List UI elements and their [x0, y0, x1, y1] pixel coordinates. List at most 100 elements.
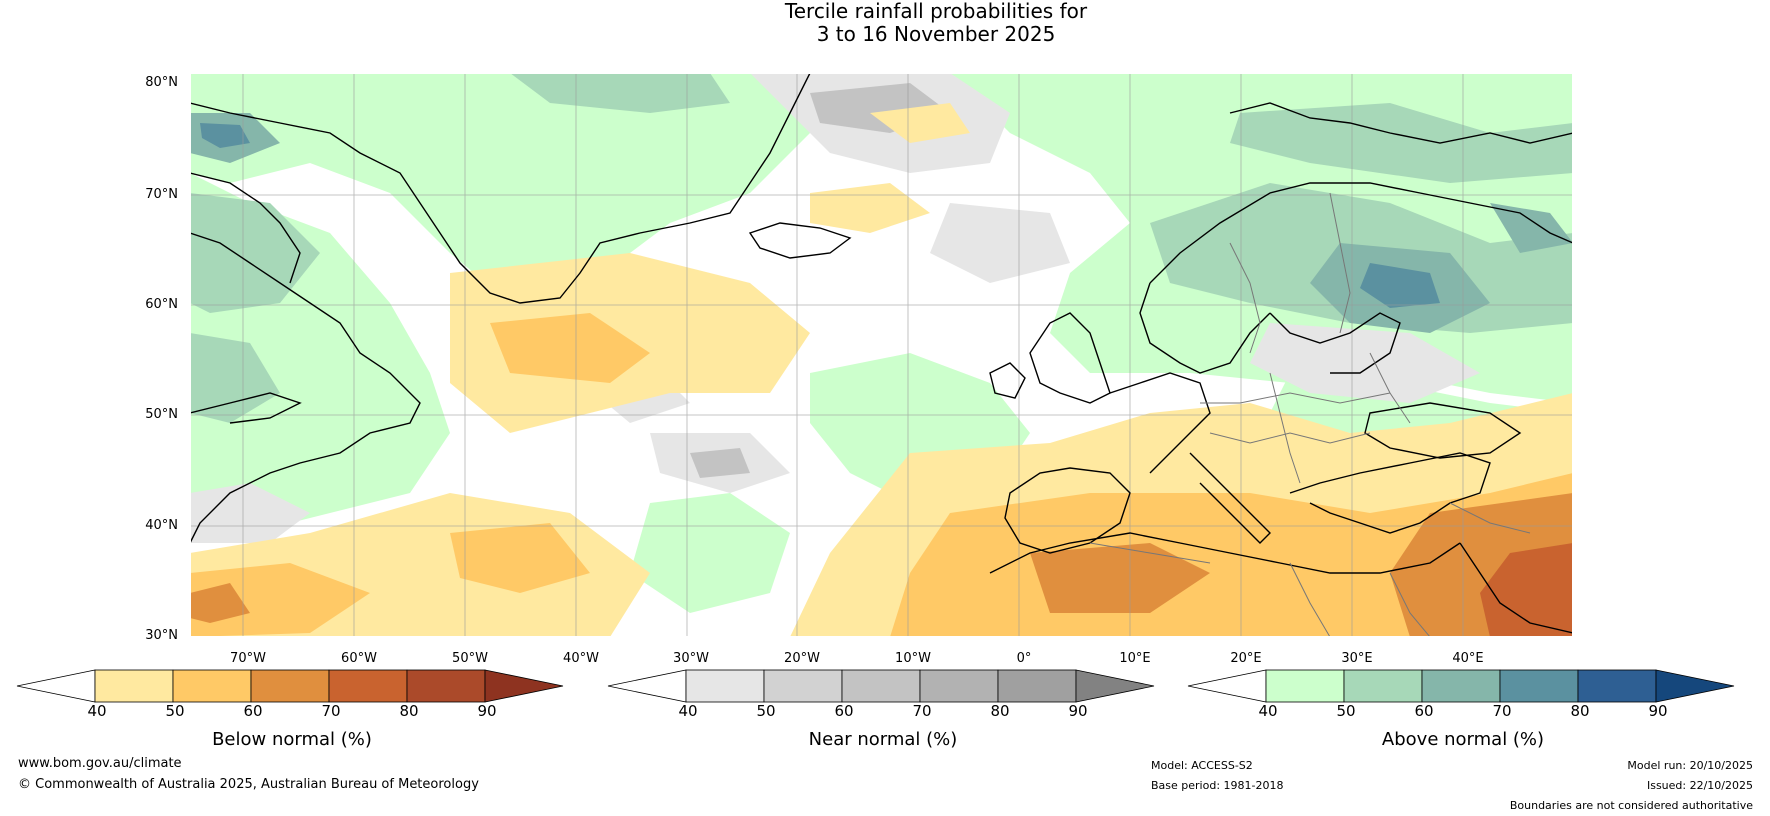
lat-label-50n: 50°N: [145, 407, 178, 422]
coastline-scandinavia: [1149, 182, 1573, 284]
near-tick-60: 60: [834, 702, 854, 720]
near-tick-80: 80: [990, 702, 1010, 720]
title-line-1: Tercile rainfall probabilities for: [784, 0, 1088, 23]
lat-label-70n: 70°N: [145, 187, 178, 202]
coastline-norway-south: [1139, 282, 1271, 374]
coastline-labrador: [190, 232, 421, 544]
colorbar-segment: [172, 669, 252, 703]
lon-label-40e: 40°E: [1452, 651, 1484, 666]
coastline-greenland: [190, 73, 811, 304]
above-tick-90: 90: [1648, 702, 1668, 720]
below-normal-50-subtropical: [190, 563, 370, 637]
colorbar-segment: [841, 669, 921, 703]
colorbar-segment: [1265, 669, 1345, 703]
above-normal-50-hudson: [190, 333, 280, 423]
below-normal-70-middle-east: [1480, 543, 1573, 637]
coastline-baffin: [190, 172, 301, 284]
coastline-hudson: [190, 392, 302, 424]
lon-label-20e: 20°E: [1230, 651, 1262, 666]
below-normal-50-atlantic: [490, 313, 650, 383]
coastline-italy: [1189, 452, 1271, 544]
lon-label-10w: 10°W: [895, 651, 931, 666]
lon-label-10e: 10°E: [1119, 651, 1151, 666]
legend-title-below-normal: Below normal (%): [212, 729, 372, 750]
lon-label-20w: 20°W: [784, 651, 820, 666]
colorbar-arrow-high: [484, 669, 564, 703]
colorbar-segment: [406, 669, 486, 703]
above-normal-50-arctic: [1230, 103, 1573, 183]
country-borders: [1089, 192, 1531, 637]
above-normal-greenland-region: [190, 73, 810, 303]
below-normal-arctic-patch: [870, 103, 970, 143]
above-tick-70: 70: [1492, 702, 1512, 720]
footer-model: Model: ACCESS-S2: [1151, 759, 1253, 772]
footer-model-run: Model run: 20/10/2025: [1627, 759, 1753, 772]
below-normal-60-atlantic: [190, 583, 250, 623]
above-normal-50-labrador: [190, 193, 320, 313]
colorbar-near-normal: [607, 669, 1155, 703]
below-tick-60: 60: [243, 702, 263, 720]
above-normal-60-kola: [1490, 203, 1573, 253]
colorbar-above-normal: [1187, 669, 1735, 703]
colorbar-segment: [1343, 669, 1423, 703]
below-normal-60-sahara: [1030, 543, 1210, 613]
legend-near-normal: [607, 668, 1158, 704]
lon-label-70w: 70°W: [230, 651, 266, 666]
below-tick-90: 90: [477, 702, 497, 720]
colorbar-arrow-low: [1187, 669, 1267, 703]
colorbar-segment: [763, 669, 843, 703]
legend-title-near-normal: Near normal (%): [808, 729, 958, 750]
lon-label-0: 0°: [1016, 651, 1032, 666]
near-tick-50: 50: [756, 702, 776, 720]
footer-website: www.bom.gov.au/climate: [18, 756, 182, 771]
above-normal-central-atlantic-patch: [630, 493, 790, 613]
coastline-north-africa: [989, 532, 1461, 574]
coastline-baltic: [1269, 312, 1401, 374]
colorbar-arrow-high: [1655, 669, 1735, 703]
colorbar-arrow-high: [1075, 669, 1155, 703]
above-tick-40: 40: [1258, 702, 1278, 720]
colorbar-arrow-low: [607, 669, 687, 703]
below-tick-40: 40: [87, 702, 107, 720]
map-title: Tercile rainfall probabilities for 3 to …: [0, 0, 1770, 46]
lon-label-50w: 50°W: [452, 651, 488, 666]
lon-label-30e: 30°E: [1341, 651, 1373, 666]
legend-title-above-normal: Above normal (%): [1381, 729, 1545, 750]
above-tick-80: 80: [1570, 702, 1590, 720]
near-normal-central-europe: [1250, 323, 1480, 403]
below-tick-70: 70: [321, 702, 341, 720]
near-normal-60-atlantic: [690, 448, 750, 478]
above-normal-70-regions: [200, 123, 1440, 308]
coastline-uk: [1029, 312, 1111, 404]
coastline-black-sea: [1364, 402, 1522, 459]
below-tick-80: 80: [399, 702, 419, 720]
colorbar-segment: [250, 669, 330, 703]
graticule: [190, 73, 1573, 637]
above-tick-50: 50: [1336, 702, 1356, 720]
coastline-middle-east: [1459, 542, 1573, 634]
lon-label-30w: 30°W: [673, 651, 709, 666]
colorbar-segment: [1577, 669, 1657, 703]
colorbar-below-normal: [16, 669, 564, 703]
colorbar-segment: [1421, 669, 1501, 703]
coastline-arctic-russia: [1229, 102, 1573, 144]
coastline-ireland: [989, 362, 1026, 399]
lat-label-60n: 60°N: [145, 297, 178, 312]
near-normal-iberia-sea: [930, 203, 1070, 283]
lat-label-80n: 80°N: [145, 75, 178, 90]
above-tick-60: 60: [1414, 702, 1434, 720]
below-normal-50-central: [450, 523, 590, 593]
map-canvas: [190, 73, 1573, 637]
lon-label-60w: 60°W: [341, 651, 377, 666]
below-normal-north-sea-patch: [810, 183, 930, 233]
coastline-iberia: [1004, 467, 1131, 554]
coastline-europe-west: [1109, 372, 1211, 474]
below-normal-70-regions: [1480, 543, 1573, 637]
colorbar-arrow-low: [16, 669, 96, 703]
near-tick-90: 90: [1068, 702, 1088, 720]
footer-base-period: Base period: 1981-2018: [1151, 779, 1284, 792]
colorbar-segment: [685, 669, 765, 703]
above-normal-50-greenland-n: [510, 73, 730, 113]
legend-above-normal: [1187, 668, 1738, 704]
footer-disclaimer: Boundaries are not considered authoritat…: [1509, 799, 1753, 812]
